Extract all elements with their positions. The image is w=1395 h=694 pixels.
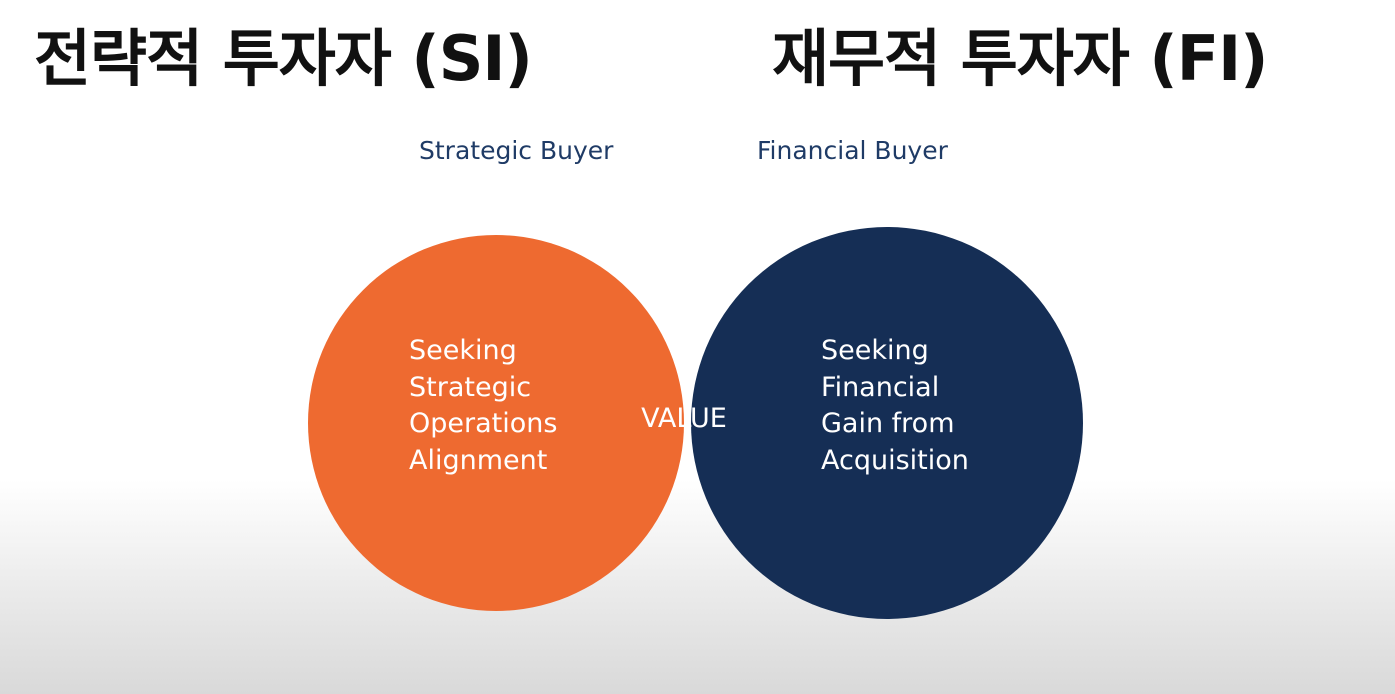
financial-buyer-description: Seeking Financial Gain from Acquisition — [821, 335, 969, 476]
strategic-buyer-circle — [308, 235, 684, 611]
financial-buyer-label: Financial Buyer — [757, 136, 948, 165]
heading-strategic-investor: 전략적 투자자 (SI) — [34, 22, 533, 95]
heading-financial-investor: 재무적 투자자 (FI) — [772, 22, 1269, 95]
strategic-buyer-label: Strategic Buyer — [419, 136, 614, 165]
value-label: VALUE — [641, 403, 727, 434]
financial-buyer-circle — [691, 227, 1083, 619]
strategic-buyer-description: Seeking Strategic Operations Alignment — [409, 335, 566, 476]
